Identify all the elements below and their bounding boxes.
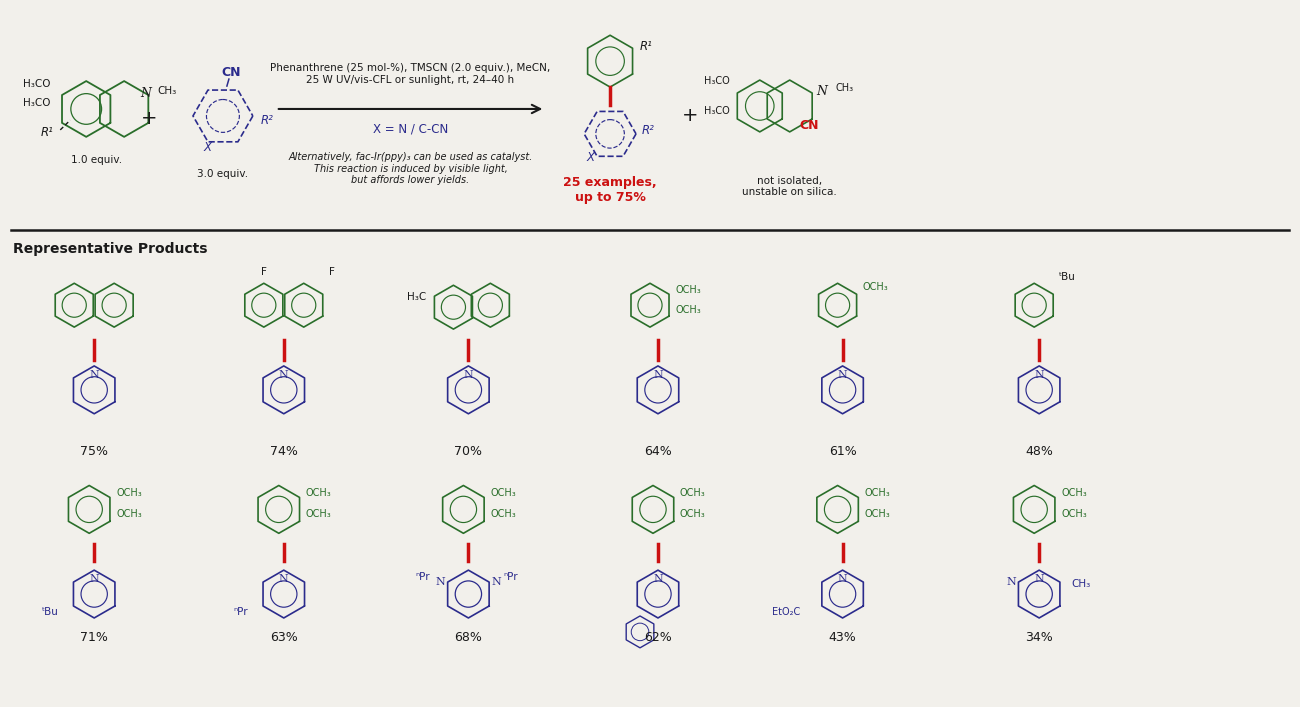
Text: CN: CN	[221, 66, 240, 78]
Text: F: F	[329, 267, 334, 277]
Text: CH₃: CH₃	[836, 83, 854, 93]
Text: Alternatively, fac-Ir(ppy)₃ can be used as catalyst.
This reaction is induced by: Alternatively, fac-Ir(ppy)₃ can be used …	[289, 152, 533, 185]
Text: 61%: 61%	[828, 445, 857, 457]
Text: OCH₃: OCH₃	[676, 285, 702, 296]
Text: OCH₃: OCH₃	[1061, 509, 1087, 520]
Text: N: N	[816, 85, 827, 98]
Text: Phenanthrene (25 mol-%), TMSCN (2.0 equiv.), MeCN,
25 W UV/vis-CFL or sunlight, : Phenanthrene (25 mol-%), TMSCN (2.0 equi…	[270, 64, 551, 85]
Text: 25 examples,
up to 75%: 25 examples, up to 75%	[563, 176, 656, 204]
Text: N: N	[1035, 574, 1044, 584]
Text: N: N	[280, 370, 289, 380]
Text: OCH₃: OCH₃	[306, 509, 332, 520]
Text: +: +	[140, 110, 157, 129]
Text: R¹: R¹	[40, 126, 53, 139]
Text: OCH₃: OCH₃	[680, 509, 706, 520]
Text: OCH₃: OCH₃	[864, 489, 890, 498]
Text: 68%: 68%	[455, 631, 482, 644]
Text: +: +	[681, 107, 698, 125]
Text: H₃CO: H₃CO	[705, 106, 729, 116]
Text: N: N	[491, 577, 500, 587]
Text: OCH₃: OCH₃	[862, 282, 888, 292]
Text: N: N	[653, 370, 663, 380]
Text: OCH₃: OCH₃	[676, 305, 702, 315]
Text: R¹: R¹	[640, 40, 653, 53]
Text: OCH₃: OCH₃	[490, 489, 516, 498]
Text: Representative Products: Representative Products	[13, 243, 208, 257]
Text: N: N	[1035, 370, 1044, 380]
Text: N: N	[1006, 577, 1017, 587]
Text: H₃C: H₃C	[407, 292, 426, 302]
Text: 62%: 62%	[644, 631, 672, 644]
Text: X: X	[586, 151, 594, 164]
Text: H₃CO: H₃CO	[705, 76, 729, 86]
Text: OCH₃: OCH₃	[490, 509, 516, 520]
Text: CH₃: CH₃	[157, 86, 177, 96]
Text: 75%: 75%	[81, 445, 108, 457]
Text: N: N	[90, 574, 99, 584]
Text: 70%: 70%	[455, 445, 482, 457]
Text: OCH₃: OCH₃	[864, 509, 890, 520]
Text: N: N	[280, 574, 289, 584]
Text: N: N	[837, 574, 848, 584]
Text: EtO₂C: EtO₂C	[772, 607, 801, 617]
Text: 71%: 71%	[81, 631, 108, 644]
Text: 34%: 34%	[1026, 631, 1053, 644]
Text: H₃CO: H₃CO	[23, 98, 51, 108]
Text: 43%: 43%	[828, 631, 857, 644]
Text: 48%: 48%	[1026, 445, 1053, 457]
Text: N: N	[464, 370, 473, 380]
Text: H₃CO: H₃CO	[23, 79, 51, 89]
Text: 1.0 equiv.: 1.0 equiv.	[70, 155, 122, 165]
Text: ᵗBu: ᵗBu	[42, 607, 58, 617]
Text: R²: R²	[642, 124, 655, 137]
Text: ⁿPr: ⁿPr	[503, 572, 517, 582]
Text: 64%: 64%	[644, 445, 672, 457]
Text: CN: CN	[800, 119, 819, 132]
Text: X: X	[204, 141, 212, 154]
Text: OCH₃: OCH₃	[680, 489, 706, 498]
Text: N: N	[90, 370, 99, 380]
Text: OCH₃: OCH₃	[1061, 489, 1087, 498]
Text: X = N / C-CN: X = N / C-CN	[373, 122, 448, 135]
Text: ᵗBu: ᵗBu	[1060, 272, 1076, 282]
Text: F: F	[261, 267, 266, 277]
Text: R²: R²	[261, 115, 274, 127]
Text: OCH₃: OCH₃	[116, 509, 142, 520]
Text: N: N	[140, 86, 151, 100]
Text: N: N	[837, 370, 848, 380]
Text: 63%: 63%	[270, 631, 298, 644]
Text: 3.0 equiv.: 3.0 equiv.	[198, 169, 248, 179]
Text: not isolated,
unstable on silica.: not isolated, unstable on silica.	[742, 176, 837, 197]
Text: N: N	[653, 574, 663, 584]
Text: N: N	[436, 577, 446, 587]
Text: ⁿPr: ⁿPr	[415, 572, 430, 582]
Text: CH₃: CH₃	[1071, 579, 1091, 589]
Text: ⁿPr: ⁿPr	[233, 607, 248, 617]
Text: OCH₃: OCH₃	[116, 489, 142, 498]
Text: OCH₃: OCH₃	[306, 489, 332, 498]
Text: 74%: 74%	[270, 445, 298, 457]
